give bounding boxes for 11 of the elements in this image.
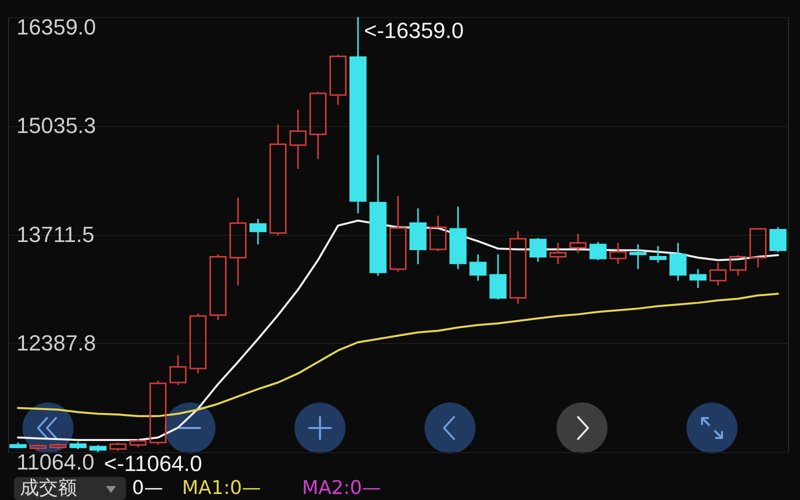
dropdown-box: 成交额 (14, 477, 126, 500)
annotation: <-11064.0 (104, 451, 202, 476)
y-tick-label: 13711.5 (16, 222, 94, 247)
y-tick-label: 16359.0 (16, 14, 96, 40)
text: MA2:0— (302, 477, 381, 499)
y-tick-label: 15035.3 (16, 113, 96, 138)
annotation: <-16359.0 (364, 18, 464, 43)
y-tick-label: 12387.8 (16, 330, 96, 356)
y-tick-label: 11064.0 (16, 450, 94, 474)
text: MA1:0— (182, 477, 261, 499)
text: 0— (132, 477, 164, 499)
